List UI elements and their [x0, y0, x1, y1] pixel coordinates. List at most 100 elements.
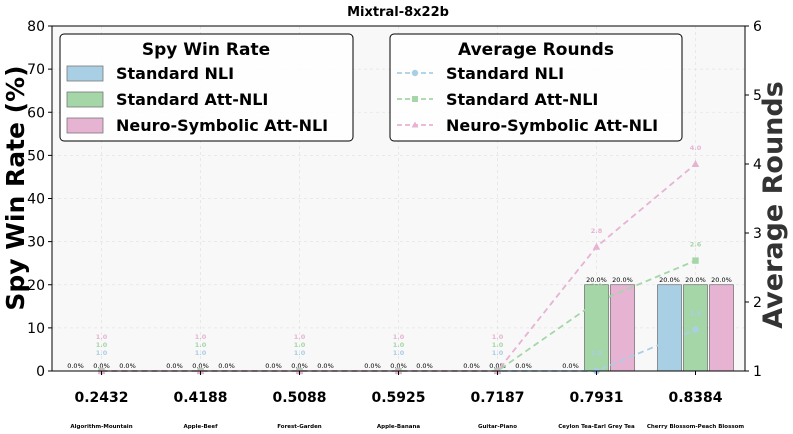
line-value-label: 1.0 [96, 333, 108, 341]
y-tick-label: 60 [27, 105, 45, 121]
y-tick-label: 10 [27, 321, 45, 337]
line-value-label: 1.0 [96, 341, 108, 349]
line-marker-neuro-symbolic-att-nli [691, 160, 700, 167]
line-legend-label-neuro-symbolic: Neuro-Symbolic Att-NLI [446, 116, 658, 135]
bar-standard-nli [657, 284, 682, 372]
line-value-label: 1.0 [393, 333, 405, 341]
line-marker-standard-att-nli [593, 298, 600, 306]
x-tick-sublabel: Cherry Blossom-Peach Blossom [647, 424, 745, 430]
x-tick-label: 0.2432 [74, 390, 128, 406]
bar-value-label: 0.0% [463, 362, 480, 370]
y2-tick-label: 4 [753, 157, 762, 173]
line-legend: Average Rounds Standard NLI Standard Att… [389, 33, 683, 142]
line-value-label: 4.0 [690, 144, 702, 152]
line-value-label: 2.0 [591, 282, 603, 290]
line-value-label: 1.0 [294, 341, 306, 349]
bars [584, 284, 734, 372]
bar-value-label: 0.0% [166, 362, 183, 370]
line-value-label: 2.6 [690, 241, 702, 249]
bar-value-label: 0.0% [67, 362, 84, 370]
bar-neuro-symbolic-att-nli [709, 284, 734, 372]
bar-value-label: 20.0% [612, 276, 633, 284]
bar-value-label: 0.0% [119, 362, 136, 370]
line-value-label: 1.0 [294, 333, 306, 341]
line-marker-standard-att-nli [692, 257, 699, 264]
axes: 0 10 20 30 40 50 60 70 80 1 2 3 4 5 6 0.2432 Algorithm-M… [27, 19, 762, 430]
bar-value-label: 0.0% [364, 362, 381, 370]
x-tick-sublabel: Algorithm-Mountain [70, 424, 132, 430]
line-labels: 1.0 1.0 1.0 1.0 1.0 1.01.61.0 1.0 1.0 1.0 1.02.02… [96, 144, 702, 357]
x-tick-sublabel: Forest-Garden [277, 424, 322, 430]
bar-legend: Spy Win Rate Standard NLI Standard Att-N… [59, 33, 354, 142]
y-tick-label: 30 [27, 235, 45, 251]
bar-legend-label-standard-att-nli: Standard Att-NLI [116, 90, 268, 109]
bar-value-label: 0.0% [265, 362, 282, 370]
line-legend-label-standard-nli: Standard NLI [446, 64, 564, 83]
x-tick-sublabel: Apple-Banana [377, 424, 420, 430]
line-value-label: 1.0 [492, 341, 504, 349]
y-tick-label: 70 [27, 62, 45, 78]
bar-value-label: 20.0% [685, 276, 706, 284]
line-value-label: 1.0 [294, 349, 306, 357]
line-legend-marker-standard-att-nli [412, 96, 418, 102]
y2-axis-label: Average Rounds [758, 81, 789, 329]
x-tick-sublabel: Ceylon Tea-Earl Grey Tea [558, 424, 635, 430]
x-tick-sublabel: Guitar-Piano [478, 424, 517, 430]
line-value-label: 1.0 [591, 349, 603, 357]
line-value-label: 1.0 [393, 349, 405, 357]
line-value-label: 2.8 [591, 227, 603, 235]
bar-legend-title: Spy Win Rate [142, 40, 270, 60]
y-tick-label: 40 [27, 192, 45, 208]
x-tick-label: 0.7931 [569, 390, 623, 406]
bar-legend-swatch-neuro-symbolic [66, 117, 104, 134]
bar-value-label: 0.0% [218, 362, 235, 370]
bar-legend-label-standard-nli: Standard NLI [116, 64, 234, 83]
bar-labels: 0.0% 0.0% 0.0% 0.0% 0.0% 0.0% 20.0% 0.0% 0.0% 0.0… [67, 276, 732, 370]
y-tick-label: 50 [27, 148, 45, 164]
y2-tick-label: 6 [753, 19, 762, 35]
line-legend-label-standard-att-nli: Standard Att-NLI [446, 90, 598, 109]
bar-legend-label-neuro-symbolic: Neuro-Symbolic Att-NLI [116, 116, 328, 135]
x-tick-sublabel: Apple-Beef [183, 424, 218, 430]
line-value-label: 1.6 [690, 310, 702, 318]
bar-legend-swatch-standard-att-nli [66, 91, 104, 108]
bar-value-label: 0.0% [192, 362, 209, 370]
bar-standard-att-nli [584, 284, 609, 372]
bar-value-label: 0.0% [291, 362, 308, 370]
line-value-label: 1.0 [195, 349, 207, 357]
chart-title: Mixtral-8x22b [347, 5, 449, 20]
bar-value-label: 0.0% [562, 362, 579, 370]
y-axis-label: Spy Win Rate (%) [1, 65, 30, 310]
y2-tick-label: 3 [753, 226, 762, 242]
line-value-label: 1.0 [195, 341, 207, 349]
x-tick-label: 0.5925 [371, 390, 425, 406]
x-tick-label: 0.5088 [272, 390, 326, 406]
x-tick-label: 0.8384 [668, 390, 722, 406]
bar-legend-frame [59, 33, 354, 142]
bar-value-label: 20.0% [659, 276, 680, 284]
bar-value-label: 0.0% [390, 362, 407, 370]
line-legend-frame [389, 33, 683, 142]
line-value-label: 1.0 [195, 333, 207, 341]
line-value-label: 1.0 [393, 341, 405, 349]
line-legend-title: Average Rounds [458, 40, 614, 60]
bar-value-label: 0.0% [93, 362, 110, 370]
line-value-label: 1.0 [492, 349, 504, 357]
y-tick-label: 80 [27, 19, 45, 35]
line-legend-marker-neuro-symbolic [411, 121, 419, 128]
bar-neuro-symbolic-att-nli [610, 284, 635, 372]
line-legend-marker-standard-nli [411, 69, 419, 77]
bar-value-label: 0.0% [489, 362, 506, 370]
x-tick-label: 0.7187 [470, 390, 524, 406]
bar-value-label: 0.0% [317, 362, 334, 370]
bar-value-label: 20.0% [711, 276, 732, 284]
y-tick-label: 0 [36, 364, 45, 380]
line-marker-neuro-symbolic-att-nli [592, 242, 601, 250]
y2-tick-label: 1 [753, 364, 762, 380]
line-value-label: 1.0 [96, 349, 108, 357]
line-marker-standard-nli [692, 326, 699, 333]
bar-value-label: 0.0% [515, 362, 532, 370]
bar-legend-swatch-standard-nli [66, 65, 104, 82]
line-value-label: 1.0 [492, 333, 504, 341]
